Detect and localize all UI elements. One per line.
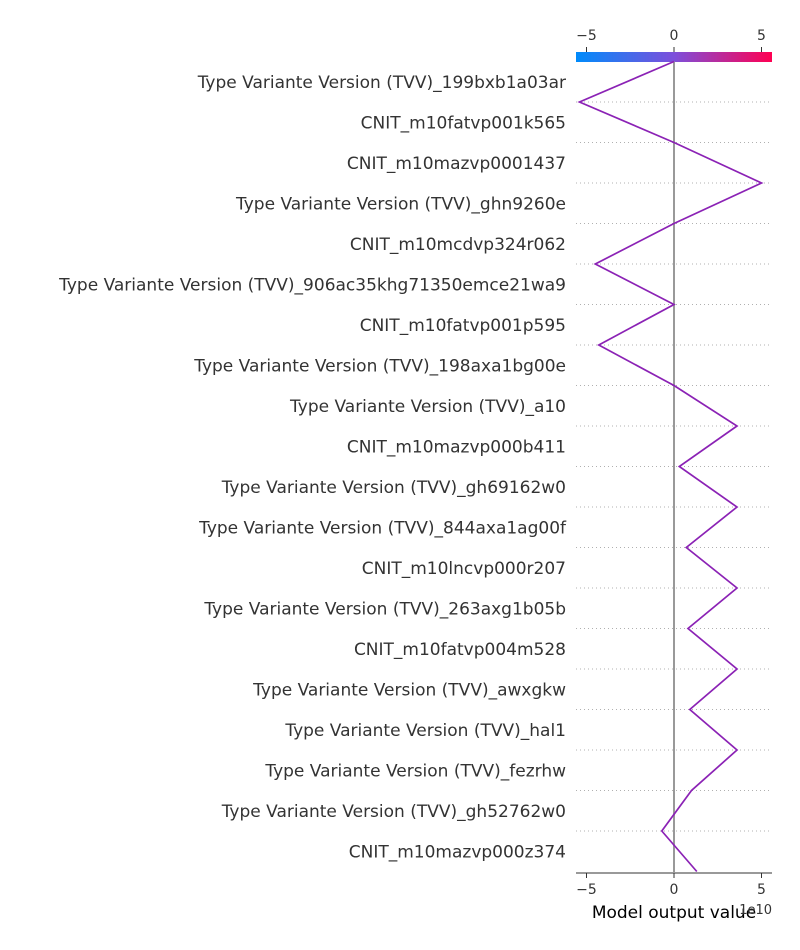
bottom-axis-tick-label: 5 [757, 882, 766, 898]
feature-label: CNIT_m10mazvp000z374 [349, 842, 566, 862]
bottom-axis-tick-label: 0 [670, 882, 679, 898]
bottom-axis-tick-label: −5 [576, 882, 597, 898]
feature-label: Type Variante Version (TVV)_844axa1ag00f [198, 518, 567, 538]
feature-label: Type Variante Version (TVV)_906ac35khg71… [58, 275, 566, 295]
gridlines [576, 101, 772, 832]
top-axis-tick-label: 0 [670, 28, 679, 44]
feature-label: Type Variante Version (TVV)_hal1 [284, 721, 566, 741]
feature-label: Type Variante Version (TVV)_198axa1bg00e [193, 356, 566, 376]
top-x-axis: −5 0 5 [576, 28, 766, 52]
bottom-x-axis: −5 0 5 [576, 872, 772, 898]
feature-label: Type Variante Version (TVV)_199bxb1a03ar [197, 73, 566, 93]
top-axis-tick-label: −5 [576, 28, 597, 44]
feature-label: CNIT_m10mcdvp324r062 [350, 235, 566, 255]
feature-label: Type Variante Version (TVV)_263axg1b05b [203, 599, 566, 619]
feature-label: CNIT_m10mazvp0001437 [347, 154, 566, 174]
x-axis-offset-label: 1e10 [739, 903, 772, 918]
feature-label: Type Variante Version (TVV)_gh69162w0 [221, 478, 566, 498]
feature-label: Type Variante Version (TVV)_awxgkw [252, 680, 566, 700]
feature-label: CNIT_m10fatvp001k565 [361, 113, 566, 133]
feature-label: CNIT_m10fatvp001p595 [360, 316, 566, 336]
feature-label: Type Variante Version (TVV)_gh52762w0 [221, 802, 566, 822]
feature-label: Type Variante Version (TVV)_a10 [289, 397, 566, 417]
decision-path-line [577, 60, 764, 873]
x-axis-title: Model output value [592, 903, 756, 923]
colorbar [576, 52, 772, 62]
top-axis-tick-label: 5 [757, 28, 766, 44]
feature-label: Type Variante Version (TVV)_fezrhw [264, 761, 566, 781]
feature-label: Type Variante Version (TVV)_ghn9260e [235, 194, 566, 214]
feature-labels: Type Variante Version (TVV)_199bxb1a03ar… [58, 73, 567, 863]
feature-label: CNIT_m10mazvp000b411 [347, 437, 566, 457]
feature-label: CNIT_m10lncvp000r207 [362, 559, 566, 579]
feature-label: CNIT_m10fatvp004m528 [354, 640, 566, 660]
